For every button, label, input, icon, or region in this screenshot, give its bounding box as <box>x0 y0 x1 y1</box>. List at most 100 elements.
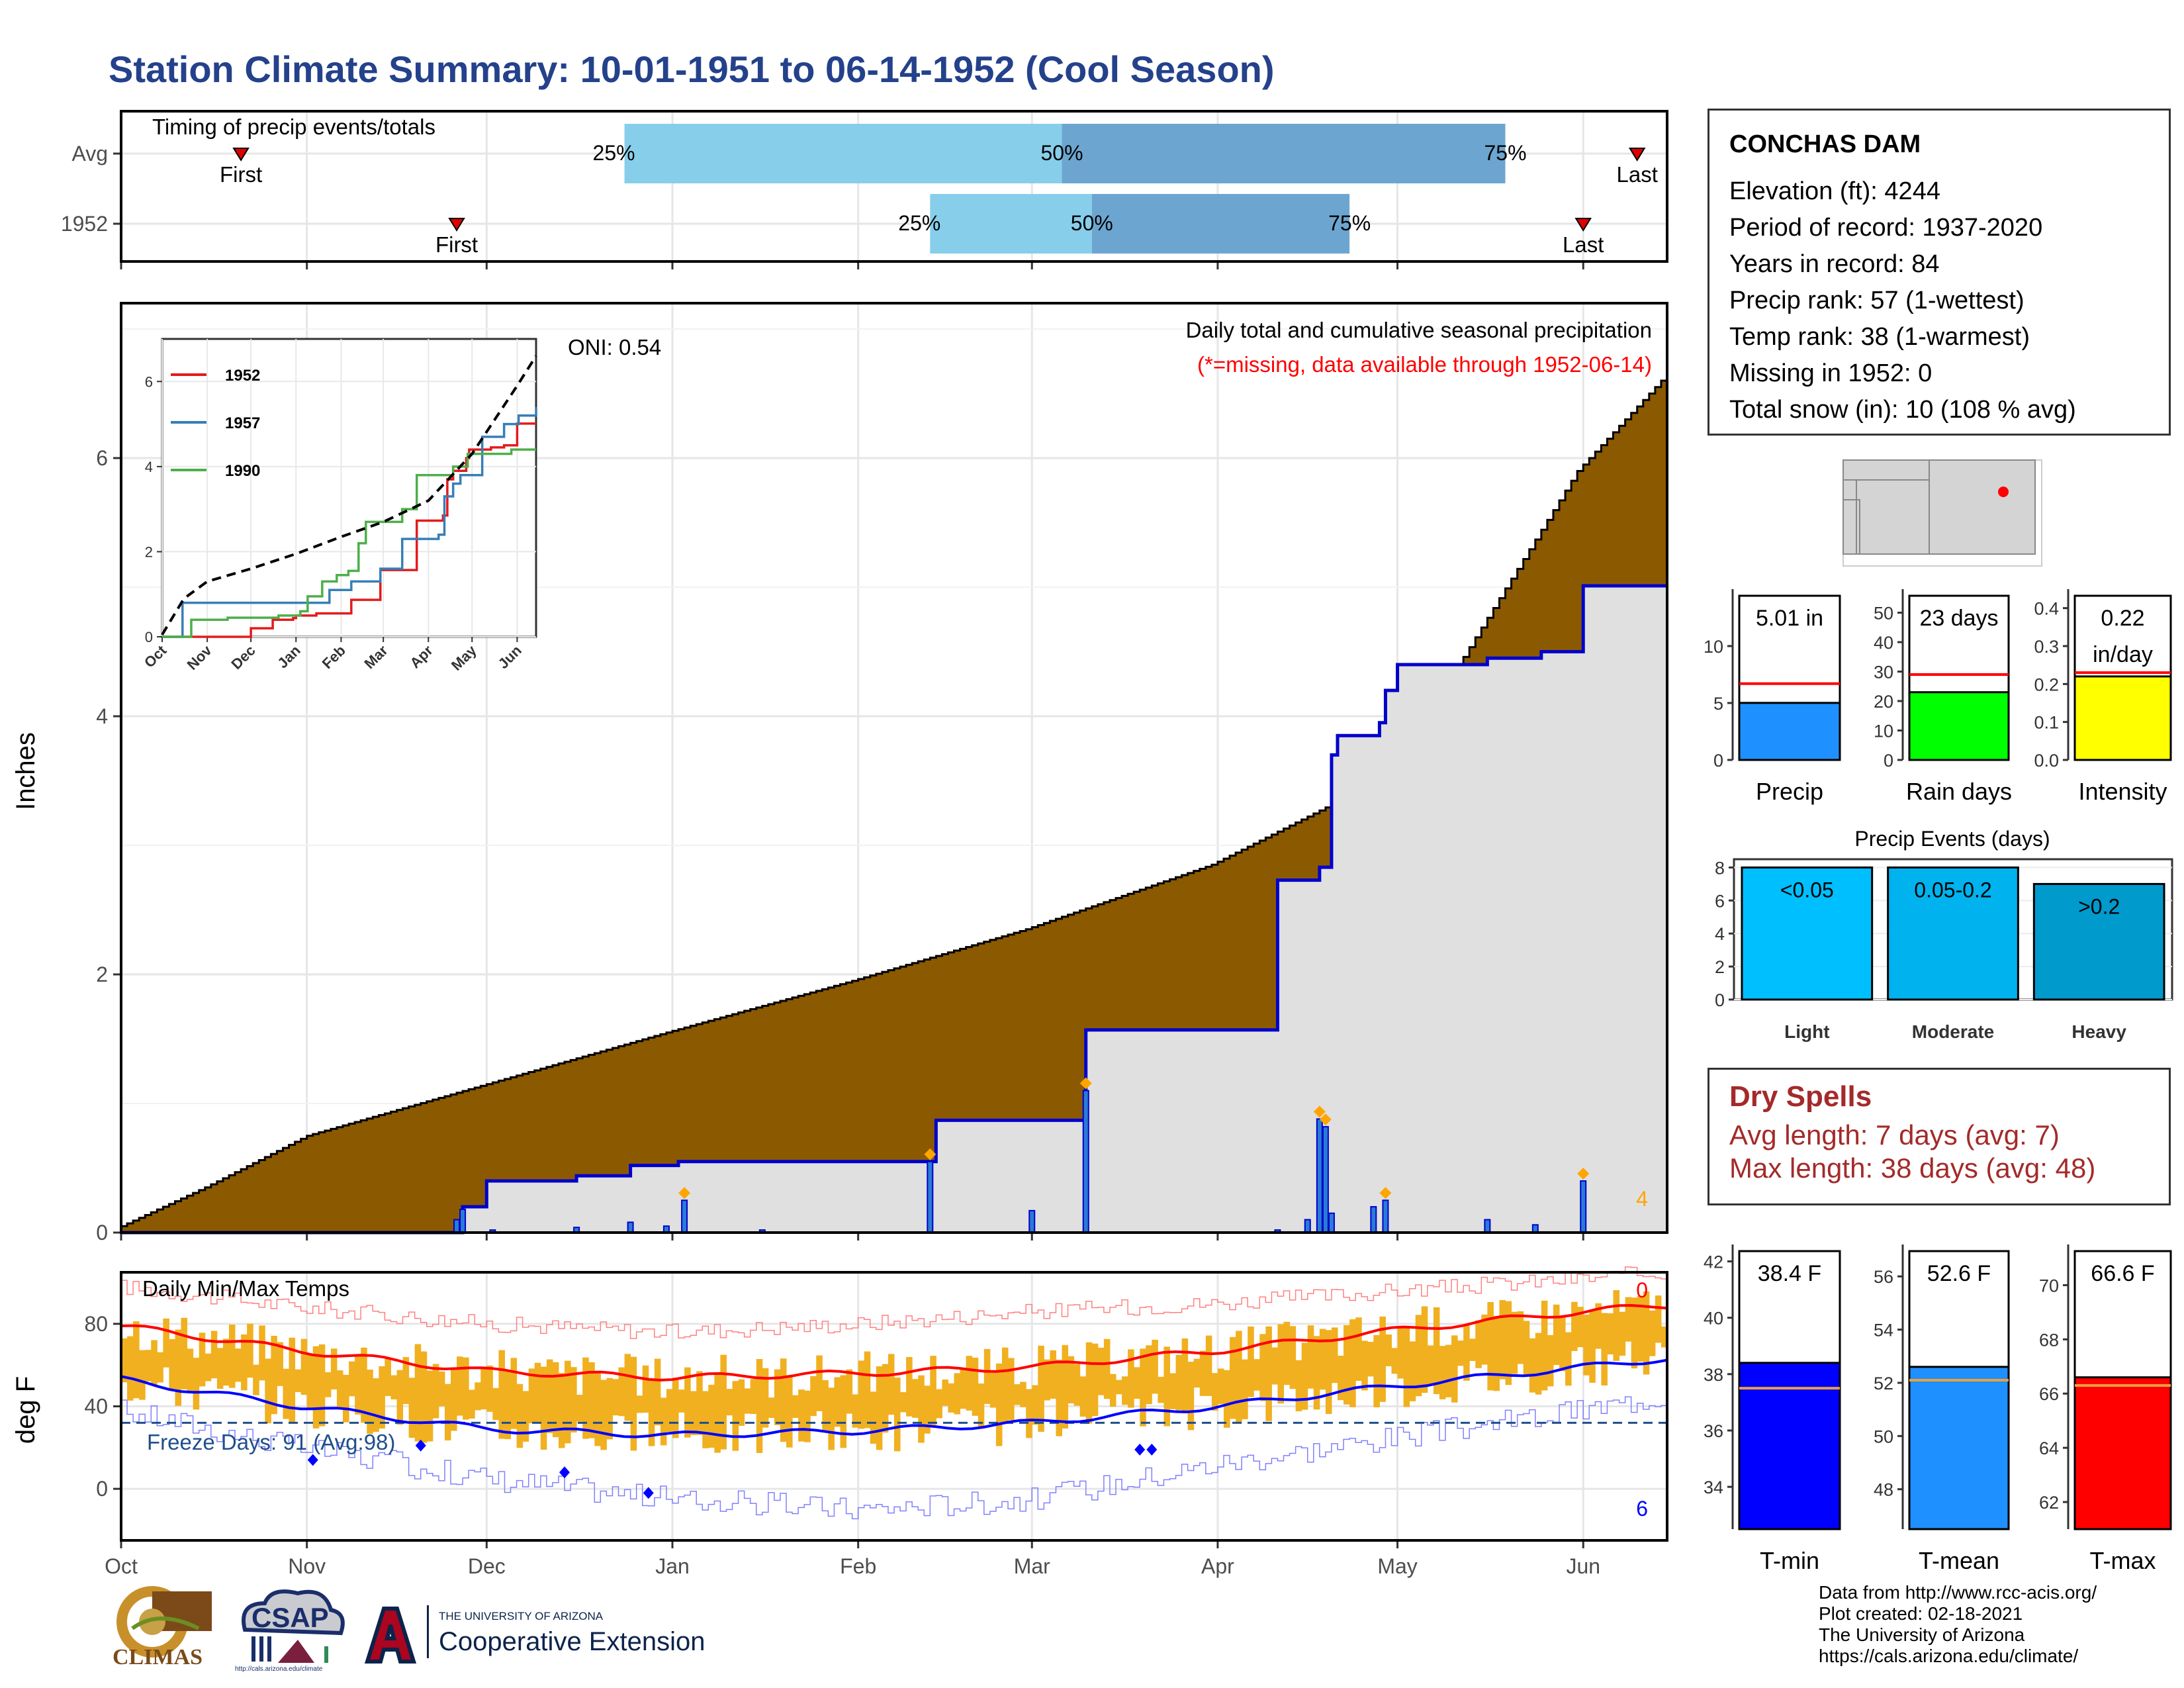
timing-p75-label: 75% <box>1328 211 1371 235</box>
daily-precip-bar <box>1484 1219 1491 1233</box>
daily-precip-bar <box>662 1225 670 1233</box>
daily-temp-bar <box>349 1361 355 1397</box>
daily-temp-bar <box>1128 1349 1134 1408</box>
daily-temp-bar <box>1571 1301 1578 1351</box>
daily-temp-bar <box>396 1370 404 1425</box>
daily-temp-bar <box>1409 1341 1416 1401</box>
daily-precip-bar <box>1304 1219 1311 1233</box>
daily-temp-bar <box>1116 1380 1122 1395</box>
month-axis-label: Apr <box>1201 1554 1234 1578</box>
events-bar <box>1887 866 2019 1001</box>
daily-temp-bar <box>1511 1311 1518 1374</box>
mini-bar-Rain days <box>1908 691 2010 761</box>
daily-temp-bar <box>989 1372 997 1408</box>
daily-temp-bar <box>1068 1356 1075 1404</box>
mini-bar-value-label2: in/day <box>2093 642 2153 667</box>
inset-xtick-label: Apr <box>406 642 436 672</box>
daily-temp-bar <box>1253 1359 1260 1391</box>
daily-precip-bar <box>489 1229 496 1233</box>
daily-temp-bar <box>1271 1347 1278 1385</box>
daily-temp-bar <box>385 1358 391 1396</box>
events-ytick-label: 4 <box>1715 924 1725 944</box>
station-line: Temp rank: 38 (1-warmest) <box>1729 323 2030 351</box>
daily-temp-bar <box>942 1379 948 1406</box>
daily-temp-bar <box>1355 1317 1362 1382</box>
daily-temp-bar <box>228 1325 236 1388</box>
daily-temp-bar <box>726 1389 733 1416</box>
inset-legend-label: 1957 <box>225 414 260 432</box>
avg-cumulative-area <box>121 381 1667 1233</box>
daily-precip-bar <box>1274 1229 1281 1233</box>
daily-temp-bar <box>1283 1321 1291 1385</box>
cumulative-subtitle: (*=missing, data available through 1952-… <box>1197 352 1652 377</box>
daily-temp-bar <box>271 1335 277 1415</box>
daily-temp-bar <box>1211 1373 1218 1411</box>
mini-bar-ytick-label: 30 <box>1874 663 1893 682</box>
record-min-line <box>121 1396 1667 1520</box>
timing-first-label: First <box>435 232 478 257</box>
mini-bar-value-label: 52.6 F <box>1927 1261 1991 1286</box>
timing-p50-label: 50% <box>1040 141 1083 165</box>
mini-bar-ytick-label: 20 <box>1874 692 1893 712</box>
daily-temp-bar <box>1331 1327 1338 1383</box>
timing-last-label: Last <box>1617 162 1658 187</box>
daily-temp-bar <box>1122 1376 1128 1405</box>
timing-ytick-label: Avg <box>71 142 108 165</box>
mini-bar-ytick-label: 42 <box>1704 1252 1723 1272</box>
inset-series-line-1957 <box>162 406 537 638</box>
month-axis-label: Oct <box>105 1554 138 1578</box>
daily-temp-bar <box>582 1357 589 1439</box>
month-axis-label: Dec <box>468 1554 506 1578</box>
daily-temp-bar <box>540 1366 547 1450</box>
daily-temp-bar <box>330 1348 338 1389</box>
mini-bar-frame <box>2073 594 2172 761</box>
daily-temp-bar <box>558 1373 565 1448</box>
credit-line: The University of Arizona <box>1819 1624 2025 1645</box>
daily-temp-bar <box>1613 1289 1620 1361</box>
daily-temp-bar <box>936 1389 942 1419</box>
daily-temp-bar <box>1481 1314 1488 1365</box>
mini-bar-category: T-max <box>2089 1547 2156 1574</box>
daily-precip-bar <box>927 1160 934 1233</box>
daily-temp-bar <box>1319 1329 1326 1390</box>
daily-temp-bar <box>169 1339 175 1389</box>
mini-bar-value-label: 66.6 F <box>2091 1261 2154 1286</box>
mini-bar-value-label: 23 days <box>1919 606 1998 631</box>
daily-temp-bar <box>1199 1350 1206 1396</box>
daily-temp-bar <box>966 1356 973 1411</box>
mini-bar-T-max <box>2073 1376 2172 1530</box>
mini-bar-ytick-label: 56 <box>1874 1267 1893 1287</box>
mini-bar-frame <box>1908 1250 2010 1530</box>
record-low-marker <box>415 1439 426 1452</box>
daily-temp-bar <box>373 1378 379 1432</box>
mini-bar-ytick-label: 0.2 <box>2034 675 2059 694</box>
daily-temp-bar <box>552 1362 559 1438</box>
daily-temp-bar <box>816 1355 823 1411</box>
daily-temp-bar <box>960 1368 967 1409</box>
daily-temp-bar <box>1445 1344 1452 1397</box>
daily-temp-bar <box>187 1348 194 1393</box>
mini-bar-ytick-label: 0.0 <box>2034 751 2059 771</box>
daily-temp-bar <box>702 1391 709 1448</box>
daily-temp-bar <box>798 1389 805 1442</box>
record-low-marker <box>1146 1443 1158 1456</box>
daily-temp-bar <box>1295 1360 1302 1412</box>
daily-temp-bar <box>948 1383 955 1413</box>
daily-temp-bar <box>1343 1325 1350 1405</box>
daily-temp-bar <box>318 1344 326 1427</box>
daily-temp-bar <box>222 1338 230 1386</box>
daily-temp-bar <box>1559 1316 1566 1372</box>
daily-temp-bar <box>1577 1307 1584 1348</box>
daily-temp-bar <box>1547 1335 1554 1387</box>
daily-temp-bar <box>1325 1330 1332 1415</box>
daily-temp-bar <box>774 1369 781 1425</box>
daily-precip-marker <box>678 1187 691 1199</box>
daily-temp-bar <box>672 1378 679 1438</box>
daily-precip-marker <box>1079 1077 1092 1090</box>
daily-temp-bar <box>1236 1331 1242 1423</box>
daily-precip-bar <box>1082 1090 1089 1233</box>
cumulative-ytick-label: 6 <box>96 446 108 470</box>
page-title: Station Climate Summary: 10-01-1951 to 0… <box>109 48 1275 90</box>
credit-line: https://cals.arizona.edu/climate/ <box>1819 1646 2079 1666</box>
daily-temp-bar <box>1661 1326 1668 1348</box>
